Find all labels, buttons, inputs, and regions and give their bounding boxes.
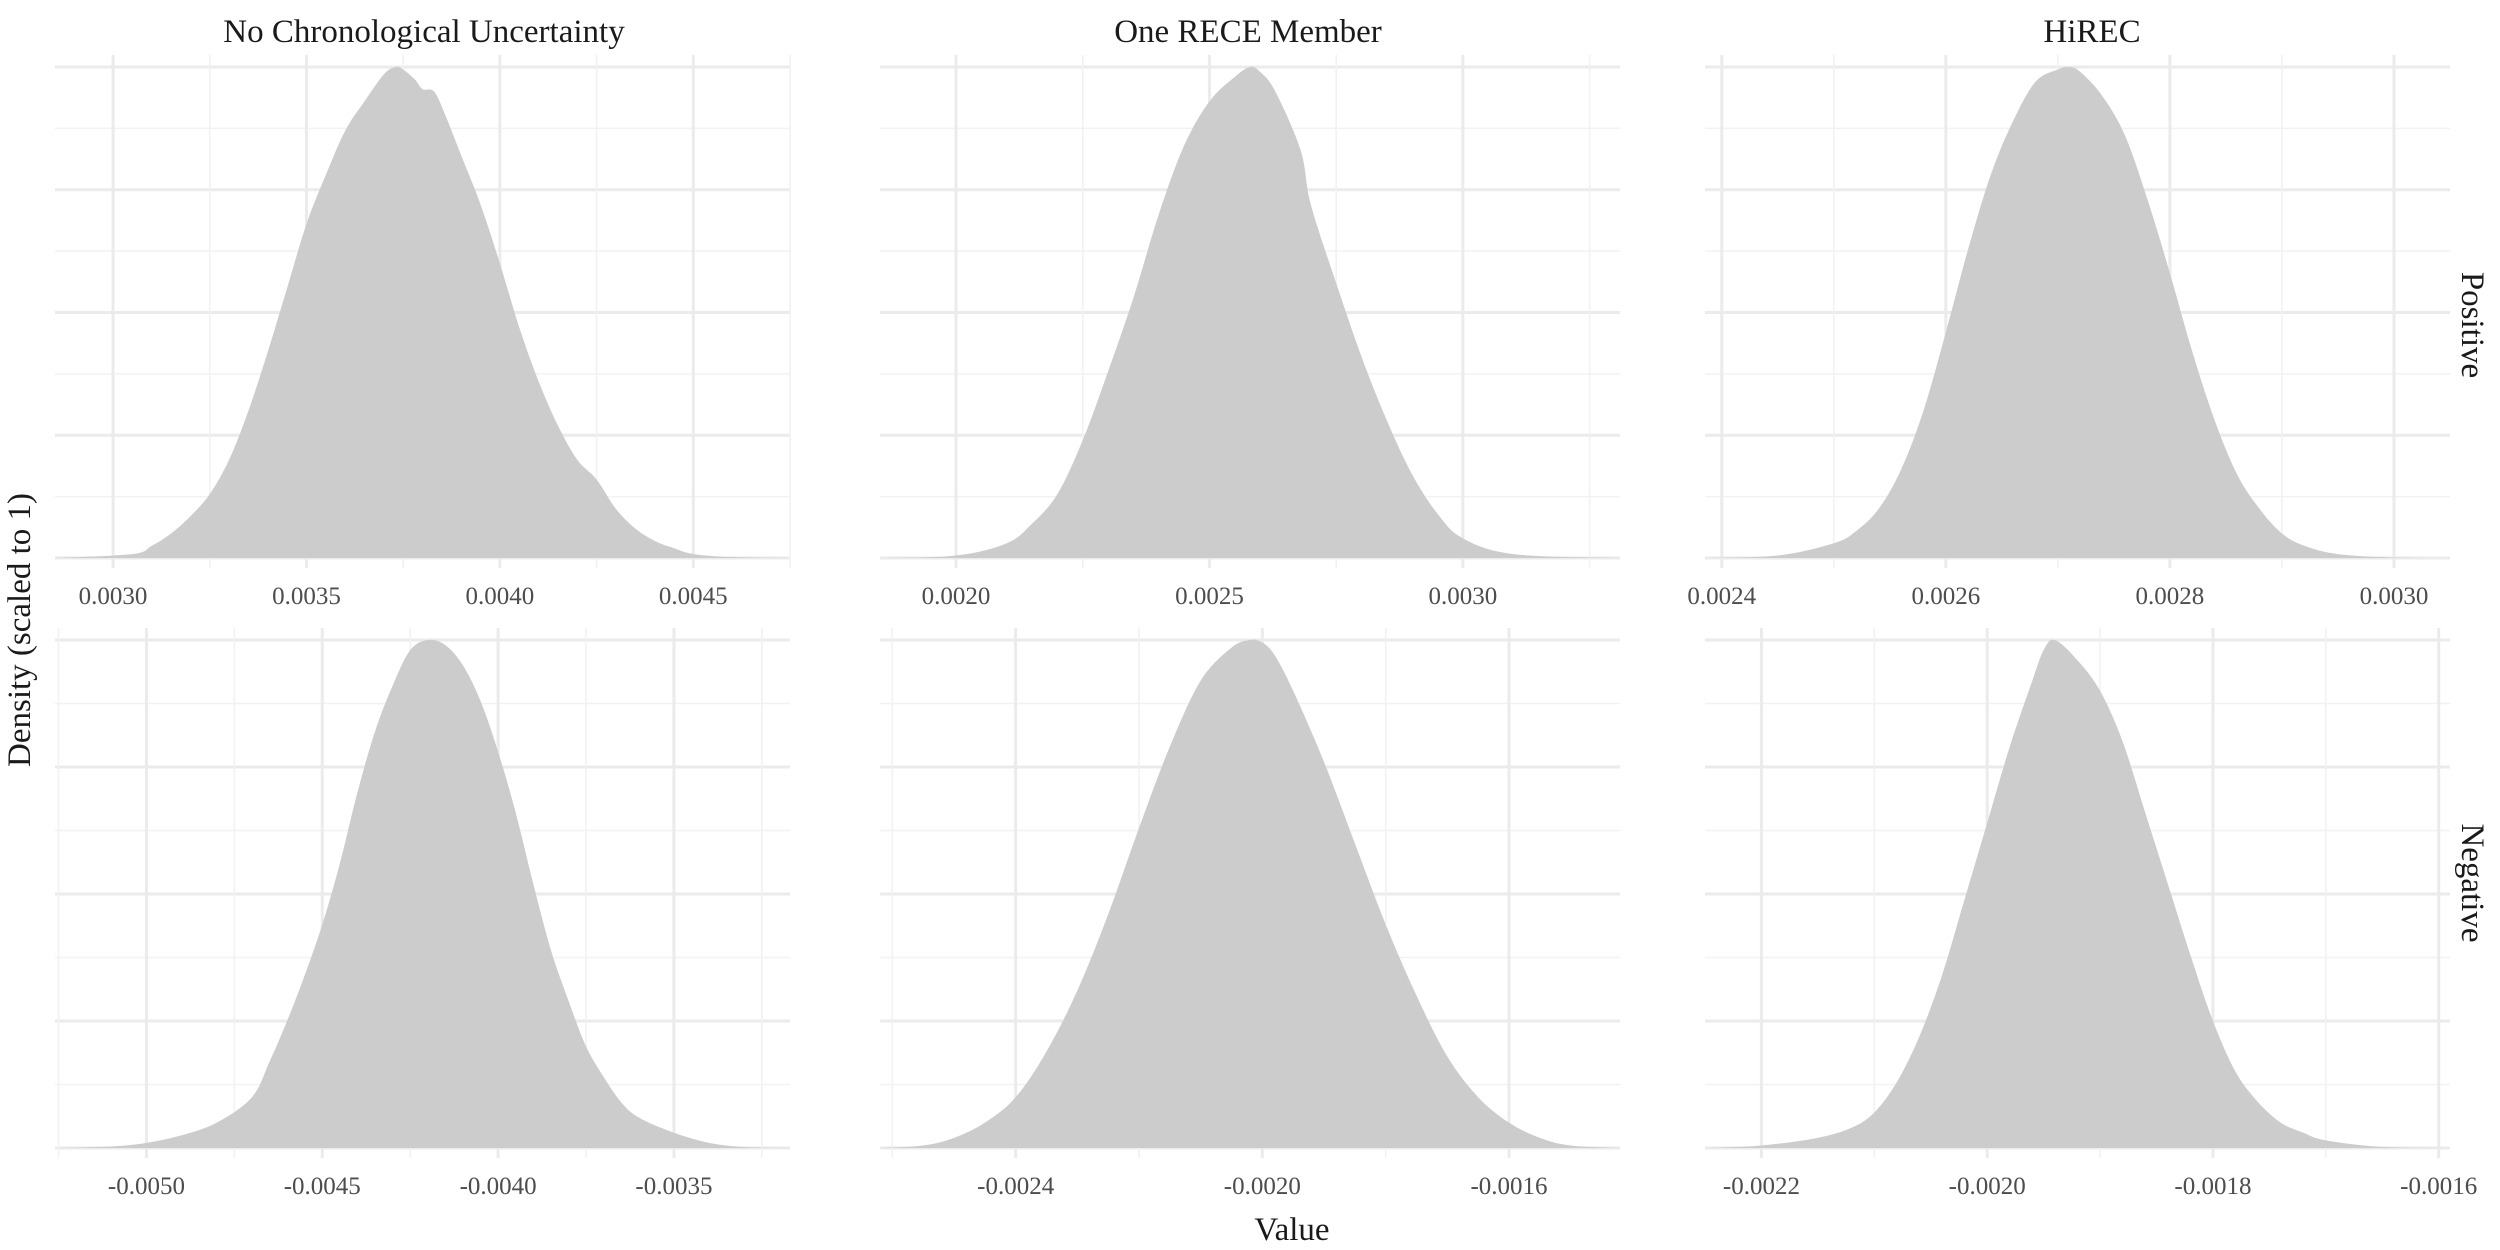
panel-hirec-positive: 0.0024 0.0026 0.0028 0.0030 — [1687, 55, 2450, 610]
x-tick-label: -0.0022 — [1723, 1173, 1800, 1200]
density-area-hirec-positive — [1705, 66, 2450, 558]
density-area-one-rece-member-negative — [880, 639, 1620, 1148]
x-tick-label: 0.0045 — [659, 583, 728, 610]
labels-layer: No Chronological Uncertainty One RECE Me… — [2, 14, 2490, 1248]
x-tick-label: 0.0020 — [922, 583, 991, 610]
panel-one-rece-member-negative: -0.0024 -0.0020 -0.0016 — [880, 628, 1620, 1200]
x-tick-label: 0.0026 — [1911, 583, 1980, 610]
x-tick-label: -0.0040 — [460, 1173, 537, 1200]
x-tick-label: -0.0020 — [1224, 1173, 1301, 1200]
density-area-hirec-negative — [1705, 639, 2450, 1148]
x-tick-label: 0.0024 — [1687, 583, 1756, 610]
row-strip-positive: Positive — [2454, 272, 2490, 378]
x-tick-label: 0.0025 — [1175, 583, 1244, 610]
panels-layer: 0.0030 0.0035 0.0040 0.0045 0.0020 0.0025 0.00… — [55, 55, 2477, 1200]
x-tick-label: -0.0016 — [2400, 1173, 2477, 1200]
column-title-3: HiREC — [2043, 14, 2140, 50]
x-axis-title: Value — [1254, 1212, 1329, 1248]
density-area-no-chronological-uncertainty-negative — [55, 639, 790, 1148]
panel-hirec-negative: -0.0022 -0.0020 -0.0018 -0.0016 — [1705, 628, 2477, 1200]
column-title-2: One RECE Member — [1114, 14, 1382, 50]
panel-no-chronological-uncertainty-negative: -0.0050 -0.0045 -0.0040 -0.0035 — [55, 628, 790, 1200]
x-tick-label: 0.0040 — [465, 583, 534, 610]
x-tick-label: -0.0024 — [977, 1173, 1055, 1200]
y-axis-title: Density (scaled to 1) — [2, 493, 38, 767]
panel-one-rece-member-positive: 0.0020 0.0025 0.0030 — [880, 55, 1620, 610]
density-area-one-rece-member-positive — [880, 66, 1620, 558]
x-tick-label: 0.0030 — [1429, 583, 1498, 610]
x-tick-label: -0.0016 — [1470, 1173, 1547, 1200]
column-title-1: No Chronological Uncertainty — [223, 14, 625, 50]
x-tick-label: 0.0030 — [2360, 583, 2429, 610]
panel-no-chronological-uncertainty-positive: 0.0030 0.0035 0.0040 0.0045 — [55, 55, 791, 610]
x-tick-label: 0.0030 — [79, 583, 148, 610]
density-area-no-chronological-uncertainty-positive — [55, 66, 790, 559]
x-tick-label: -0.0018 — [2174, 1173, 2251, 1200]
x-tick-label: -0.0045 — [284, 1173, 361, 1200]
x-tick-label: 0.0028 — [2136, 583, 2205, 610]
x-tick-label: -0.0020 — [1949, 1173, 2026, 1200]
x-tick-label: -0.0035 — [635, 1173, 712, 1200]
row-strip-negative: Negative — [2454, 823, 2490, 942]
x-tick-label: -0.0050 — [108, 1173, 185, 1200]
x-tick-label: 0.0035 — [272, 583, 341, 610]
